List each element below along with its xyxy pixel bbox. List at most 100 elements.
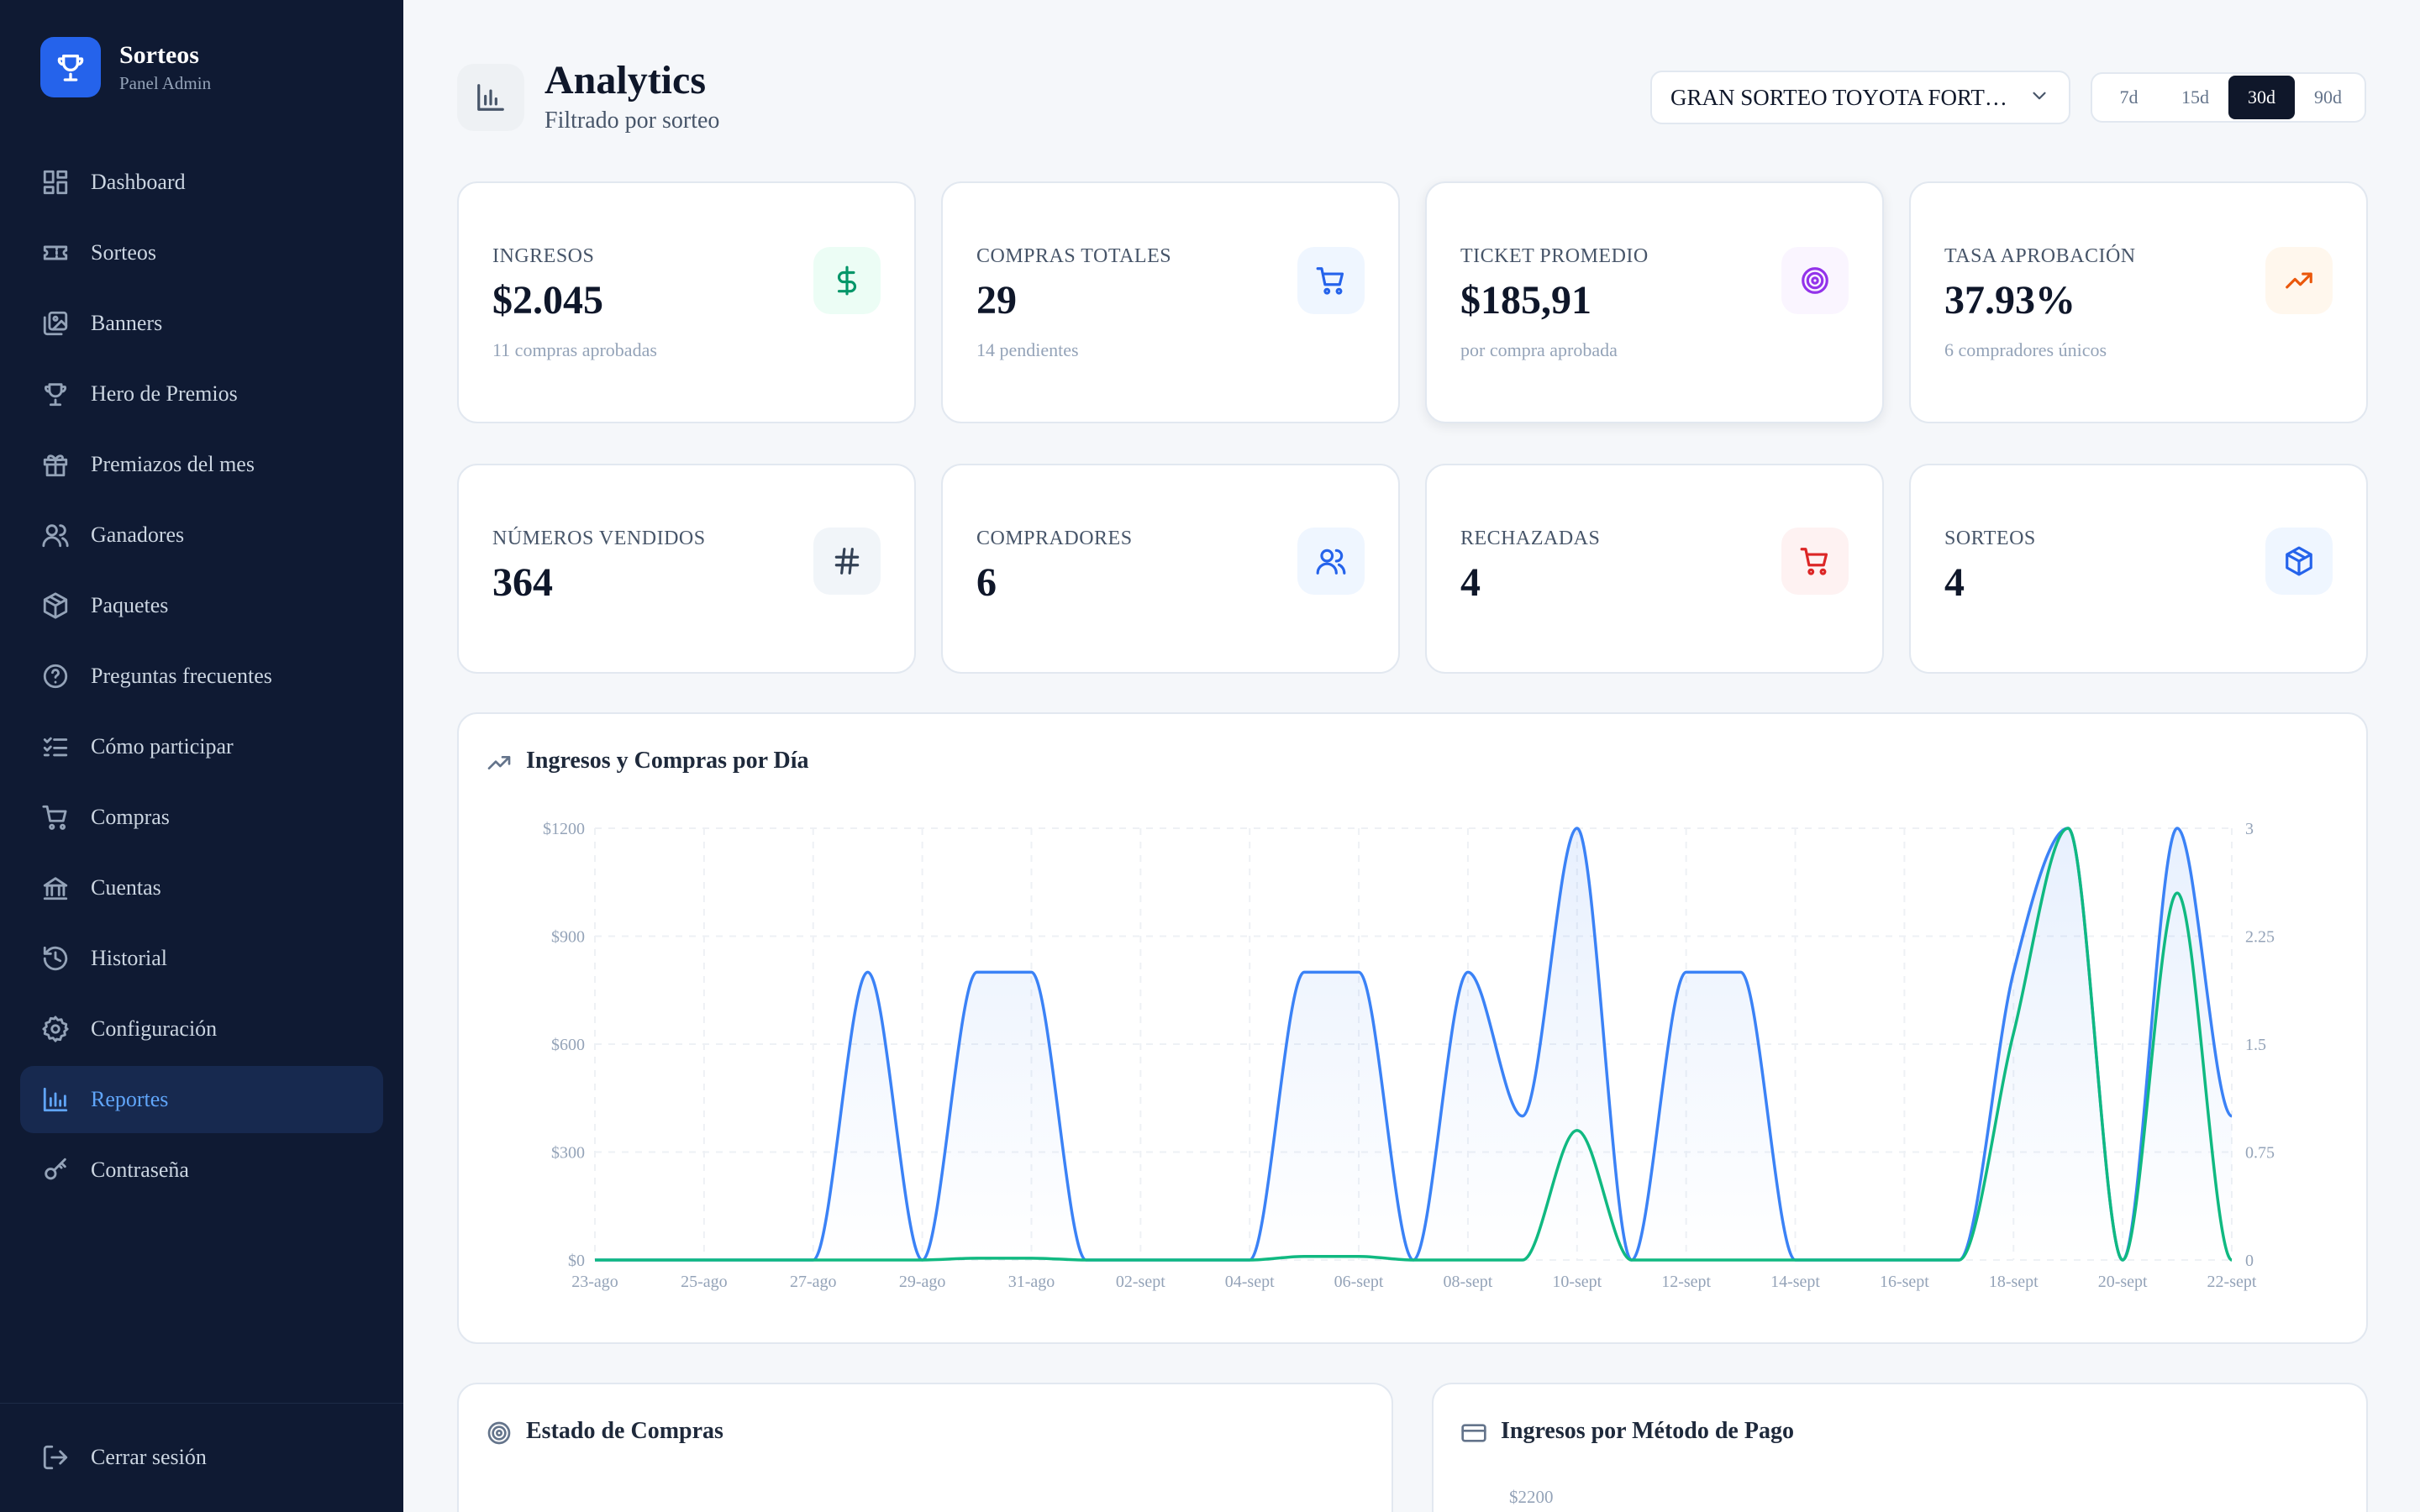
ingresos-compras-chart: $0 $300 $600 $900 $1200 0 0.75 1.5 2.25 3 23-ago…: [543, 820, 2275, 1291]
sidebar-item-paquetes[interactable]: Paquetes: [20, 572, 383, 639]
x-tick: 22-sept: [2207, 1273, 2257, 1291]
x-tick: 10-sept: [1552, 1273, 1602, 1291]
stat-note: por compra aprobada: [1460, 339, 1618, 360]
sidebar-item-label: Configuración: [91, 1016, 218, 1041]
sidebar-item-preguntas[interactable]: Preguntas frecuentes: [20, 643, 383, 710]
sidebar-item-hero-de-premios[interactable]: Hero de Premios: [20, 360, 383, 428]
sidebar-item-label: Contraseña: [91, 1158, 189, 1182]
chevron-down-icon: [2028, 85, 2050, 111]
x-tick: 29-ago: [899, 1273, 946, 1291]
chart-card: Ingresos y Compras por Día $0 $300 $600 $90…: [457, 712, 2368, 1344]
images-icon: [40, 308, 71, 339]
stat-label: TASA APROBACIÓN: [1944, 245, 2136, 267]
sidebar-item-compras[interactable]: Compras: [20, 784, 383, 851]
sidebar-item-dashboard[interactable]: Dashboard: [20, 149, 383, 216]
cart-icon: [1781, 528, 1849, 595]
history-icon: [40, 943, 71, 974]
stat-value: $185,91: [1460, 278, 1591, 323]
stat-value: 37.93%: [1944, 278, 2075, 323]
stat-label: SORTEOS: [1944, 528, 2036, 549]
stat-value: 4: [1460, 560, 1481, 605]
sidebar-item-historial[interactable]: Historial: [20, 925, 383, 992]
y-tick-right: 2.25: [2245, 928, 2275, 947]
stat-note: 11 compras aprobadas: [492, 339, 657, 360]
ticket-icon: [40, 238, 71, 268]
sidebar-item-configuracion[interactable]: Configuración: [20, 995, 383, 1063]
sidebar-item-label: Banners: [91, 311, 163, 335]
y-tick-left: $1200: [543, 820, 585, 838]
page-title: Analytics: [544, 58, 706, 102]
stat-label: COMPRAS TOTALES: [976, 245, 1172, 267]
metodo-pago-card: Ingresos por Método de Pago $2200: [1432, 1383, 2368, 1512]
target-icon: [486, 1420, 513, 1451]
analytics-header-icon: [457, 64, 524, 131]
range-15d-button[interactable]: 15d: [2181, 87, 2209, 108]
sidebar-item-contrasena[interactable]: Contraseña: [20, 1137, 383, 1204]
bank-icon: [40, 873, 71, 903]
sorteo-select[interactable]: GRAN SORTEO TOYOTA FORTUNER: [1650, 71, 2070, 124]
sidebar-item-label: Compras: [91, 805, 170, 829]
stat-card-ingresos: INGRESOS $2.045 11 compras aprobadas: [457, 181, 916, 423]
sidebar-item-label: Dashboard: [91, 170, 186, 194]
y-tick-right: 3: [2245, 820, 2254, 838]
range-7d-button[interactable]: 7d: [2119, 87, 2139, 108]
sidebar-item-label: Reportes: [91, 1087, 169, 1111]
stat-value: 6: [976, 560, 997, 605]
sidebar-item-label: Preguntas frecuentes: [91, 664, 272, 688]
trending-up-icon: [2265, 247, 2333, 314]
bar-chart-icon: [40, 1084, 71, 1115]
cart-icon: [1297, 247, 1365, 314]
x-tick: 04-sept: [1225, 1273, 1275, 1291]
dollar-icon: [813, 247, 881, 314]
y-tick-left: $600: [551, 1036, 585, 1054]
stat-note: 14 pendientes: [976, 339, 1079, 360]
y-tick-right: 1.5: [2245, 1036, 2266, 1054]
stat-note: 6 compradores únicos: [1944, 339, 2107, 360]
sidebar-item-cuentas[interactable]: Cuentas: [20, 854, 383, 921]
hash-icon: [813, 528, 881, 595]
sidebar-item-label: Paquetes: [91, 593, 169, 617]
series-area-0: [595, 828, 2232, 1260]
brand-title: Sorteos: [119, 41, 199, 69]
stat-card-rechazadas: RECHAZADAS 4: [1425, 464, 1884, 674]
metodo-pago-first-tick: $2200: [1509, 1487, 1554, 1507]
stat-card-numeros-vendidos: NÚMEROS VENDIDOS 364: [457, 464, 916, 674]
logout-button[interactable]: Cerrar sesión: [40, 1424, 207, 1491]
x-tick: 06-sept: [1334, 1273, 1384, 1291]
sidebar-item-banners[interactable]: Banners: [20, 290, 383, 357]
gear-icon: [40, 1014, 71, 1044]
users-icon: [1297, 528, 1365, 595]
range-90d-button[interactable]: 90d: [2314, 87, 2342, 108]
estado-compras-card: Estado de Compras: [457, 1383, 1393, 1512]
stat-card-tasa-aprobacion: TASA APROBACIÓN 37.93% 6 compradores úni…: [1909, 181, 2368, 423]
range-30d-button[interactable]: 30d: [2228, 76, 2295, 119]
logout-label: Cerrar sesión: [91, 1445, 207, 1469]
stat-value: 29: [976, 278, 1017, 323]
stat-value: 364: [492, 560, 553, 605]
metodo-pago-title: Ingresos por Método de Pago: [1501, 1418, 1794, 1444]
package-icon: [40, 591, 71, 621]
package-icon: [2265, 528, 2333, 595]
x-tick: 25-ago: [681, 1273, 728, 1291]
target-icon: [1781, 247, 1849, 314]
x-tick: 18-sept: [1989, 1273, 2039, 1291]
stat-label: RECHAZADAS: [1460, 528, 1601, 549]
credit-card-icon: [1460, 1420, 1487, 1451]
help-circle-icon: [40, 661, 71, 691]
sidebar-item-label: Cómo participar: [91, 734, 234, 759]
sidebar-item-ganadores[interactable]: Ganadores: [20, 501, 383, 569]
trophy-logo-icon: [40, 37, 101, 97]
sidebar: Sorteos Panel Admin Dashboard Sorteos Ba…: [0, 0, 403, 1512]
sidebar-item-como-participar[interactable]: Cómo participar: [20, 713, 383, 780]
stat-card-ticket-promedio: TICKET PROMEDIO $185,91 por compra aprob…: [1425, 181, 1884, 423]
sidebar-divider: [0, 1403, 403, 1404]
sidebar-item-reportes[interactable]: Reportes: [20, 1066, 383, 1133]
stat-label: TICKET PROMEDIO: [1460, 245, 1649, 267]
stat-card-compradores: COMPRADORES 6: [941, 464, 1400, 674]
sidebar-item-premiazos[interactable]: Premiazos del mes: [20, 431, 383, 498]
sidebar-item-sorteos[interactable]: Sorteos: [20, 219, 383, 286]
x-tick: 02-sept: [1116, 1273, 1165, 1291]
sidebar-item-label: Cuentas: [91, 875, 161, 900]
x-tick: 14-sept: [1770, 1273, 1820, 1291]
x-tick: 27-ago: [790, 1273, 837, 1291]
